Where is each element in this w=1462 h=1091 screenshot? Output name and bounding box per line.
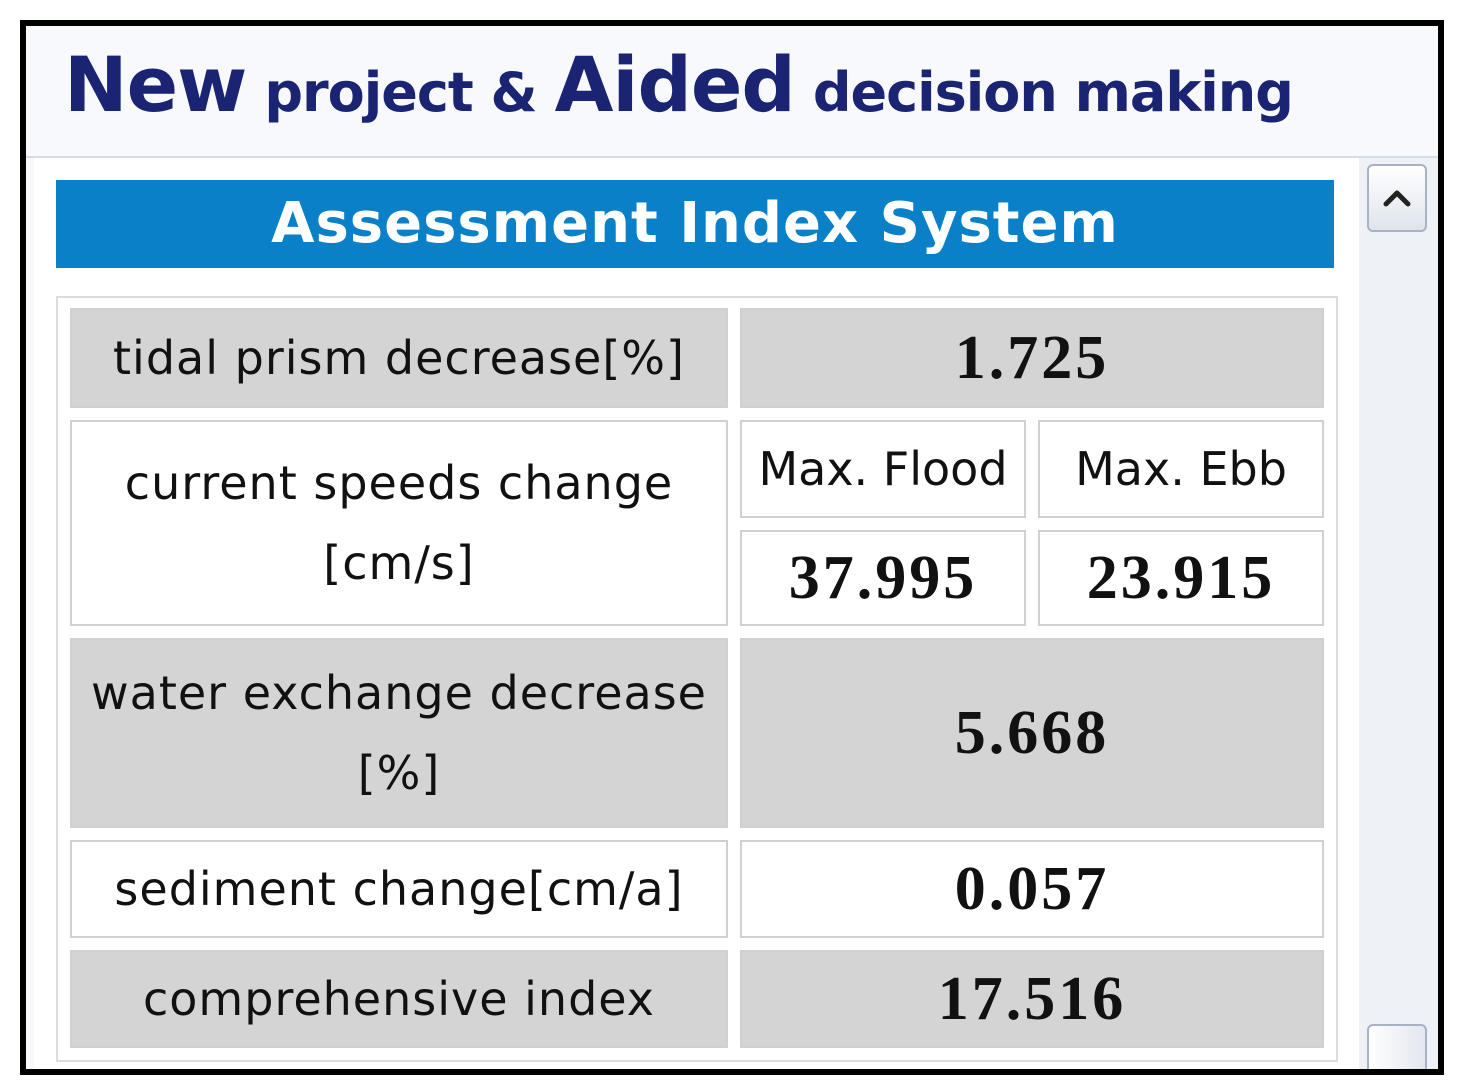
sediment-label: sediment change[cm/a] (70, 840, 728, 938)
vertical-scrollbar[interactable] (1359, 158, 1438, 1069)
comprehensive-label-text: comprehensive index (143, 972, 655, 1026)
max-ebb-header: Max. Ebb (1038, 420, 1324, 518)
scroll-up-button[interactable] (1367, 164, 1427, 232)
tidal-prism-label: tidal prism decrease[%] (70, 308, 728, 408)
sediment-label-text: sediment change[cm/a] (114, 862, 684, 916)
sediment-value: 0.057 (740, 840, 1324, 938)
current-speeds-label: current speeds change [cm/s] (70, 420, 728, 626)
water-exchange-value-text: 5.668 (954, 698, 1110, 767)
max-ebb-value: 23.915 (1038, 530, 1324, 626)
content-panel: Assessment Index System tidal prism decr… (34, 158, 1359, 1069)
app-window: New project & Aided decision making Assessm… (20, 20, 1444, 1075)
title-project: project & (264, 61, 537, 124)
section-banner: Assessment Index System (56, 180, 1334, 268)
water-exchange-label-line2: [%] (357, 746, 441, 800)
max-flood-value-text: 37.995 (788, 543, 978, 612)
tidal-prism-value: 1.725 (740, 308, 1324, 408)
max-flood-header: Max. Flood (740, 420, 1026, 518)
comprehensive-value-text: 17.516 (937, 964, 1127, 1033)
page-title: New project & Aided decision making (64, 40, 1294, 129)
water-exchange-value: 5.668 (740, 638, 1324, 828)
water-exchange-label-line1: water exchange decrease (91, 666, 707, 720)
scrollbar-thumb[interactable] (1367, 1024, 1427, 1069)
current-speeds-label-line2: [cm/s] (323, 536, 475, 590)
max-flood-header-text: Max. Flood (758, 442, 1008, 496)
header: New project & Aided decision making (26, 26, 1438, 158)
title-new: New (64, 40, 247, 129)
title-aided: Aided (554, 40, 796, 129)
max-ebb-header-text: Max. Ebb (1075, 442, 1287, 496)
max-ebb-value-text: 23.915 (1086, 543, 1276, 612)
tidal-prism-label-text: tidal prism decrease[%] (113, 331, 685, 385)
current-speeds-label-line1: current speeds change (124, 456, 674, 510)
tidal-prism-value-text: 1.725 (954, 323, 1110, 392)
sediment-value-text: 0.057 (954, 854, 1110, 923)
chevron-up-icon (1383, 190, 1411, 207)
comprehensive-value: 17.516 (740, 950, 1324, 1048)
max-flood-value: 37.995 (740, 530, 1026, 626)
water-exchange-label: water exchange decrease [%] (70, 638, 728, 828)
title-decision-making: decision making (812, 61, 1294, 124)
comprehensive-label: comprehensive index (70, 950, 728, 1048)
assessment-table: tidal prism decrease[%] 1.725 current sp… (56, 296, 1338, 1062)
